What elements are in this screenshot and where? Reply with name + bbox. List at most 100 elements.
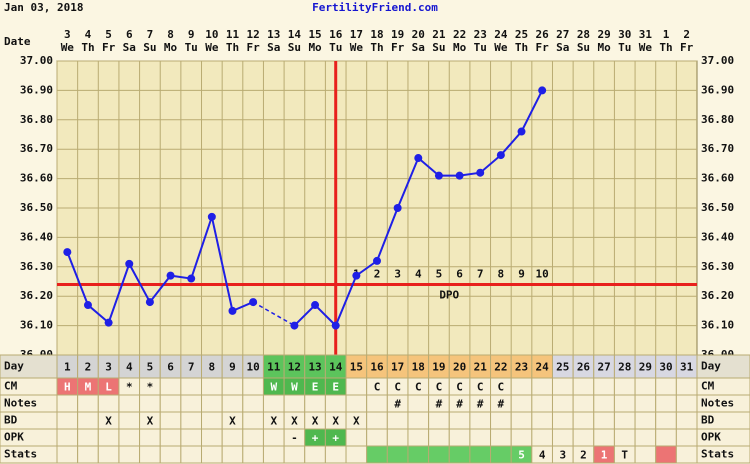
y-tick-label: 36.80 bbox=[20, 113, 53, 126]
weekday: Th bbox=[659, 41, 672, 54]
cell-text: X bbox=[270, 415, 277, 428]
temp-point bbox=[311, 301, 320, 310]
cell bbox=[345, 428, 368, 447]
cell bbox=[634, 445, 657, 464]
weekday: We bbox=[639, 41, 653, 54]
cell bbox=[221, 428, 244, 447]
cell bbox=[490, 445, 512, 464]
weekday: Fr bbox=[247, 41, 261, 54]
cell bbox=[448, 411, 471, 430]
date-number: 19 bbox=[391, 28, 404, 41]
y-tick-label-right: 36.20 bbox=[701, 289, 734, 302]
y-tick-label: 36.30 bbox=[20, 260, 53, 273]
cell bbox=[139, 445, 161, 464]
cell bbox=[634, 428, 657, 447]
row-label-right: CM bbox=[701, 380, 715, 393]
date-number: 21 bbox=[432, 28, 446, 41]
y-tick-label: 36.50 bbox=[20, 201, 53, 214]
weekday: Th bbox=[81, 41, 94, 54]
date-number: 22 bbox=[453, 28, 466, 41]
cell-text: C bbox=[374, 381, 381, 394]
y-tick-label: 36.40 bbox=[20, 230, 53, 243]
dpo-number: 3 bbox=[394, 267, 401, 280]
temp-point bbox=[393, 204, 402, 212]
cell bbox=[56, 428, 79, 447]
row-label: BD bbox=[4, 414, 18, 427]
cell bbox=[201, 394, 223, 413]
temp-point bbox=[434, 171, 443, 180]
date-label: Date bbox=[4, 35, 31, 48]
cell bbox=[97, 394, 120, 413]
cell bbox=[613, 377, 636, 396]
y-tick-label-right: 36.40 bbox=[701, 230, 734, 243]
chart-date: Jan 03, 2018 bbox=[4, 1, 83, 14]
cell bbox=[366, 411, 388, 430]
cell-text: 24 bbox=[536, 361, 550, 374]
cell bbox=[531, 428, 553, 447]
temp-point bbox=[228, 306, 237, 315]
dpo-number: 8 bbox=[498, 267, 505, 280]
row-label-right: Notes bbox=[701, 397, 734, 410]
date-number: 3 bbox=[64, 28, 71, 41]
weekday: Sa bbox=[556, 41, 569, 54]
cell bbox=[428, 411, 450, 430]
weekday: Th bbox=[226, 41, 239, 54]
weekday: Su bbox=[288, 41, 301, 54]
cell bbox=[675, 411, 698, 430]
cell-text: 4 bbox=[126, 361, 133, 374]
cell bbox=[613, 411, 636, 430]
cell-text: C bbox=[498, 381, 505, 394]
weekday: Tu bbox=[329, 41, 342, 54]
cell-text: T bbox=[621, 449, 628, 462]
temp-point bbox=[83, 301, 92, 310]
y-tick-label-right: 36.50 bbox=[701, 201, 734, 214]
cell bbox=[283, 394, 306, 413]
cell bbox=[448, 428, 471, 447]
cell bbox=[77, 445, 99, 464]
cell-text: 2 bbox=[580, 449, 587, 462]
cell-text: - bbox=[291, 432, 298, 445]
temp-point bbox=[352, 271, 361, 280]
cell bbox=[490, 428, 512, 447]
cell bbox=[366, 394, 388, 413]
weekday: Sa bbox=[412, 41, 425, 54]
weekday: We bbox=[61, 41, 75, 54]
cell bbox=[428, 428, 450, 447]
temp-point bbox=[455, 171, 464, 180]
cell-text: X bbox=[105, 415, 112, 428]
cell bbox=[201, 377, 223, 396]
weekday: We bbox=[205, 41, 219, 54]
temp-point bbox=[496, 151, 505, 160]
cell bbox=[386, 428, 409, 447]
date-number: 24 bbox=[494, 28, 508, 41]
cell bbox=[56, 411, 79, 430]
dpo-number: 2 bbox=[374, 267, 381, 280]
cell bbox=[221, 377, 244, 396]
cell bbox=[593, 428, 615, 447]
cell-text: C bbox=[456, 381, 463, 394]
dpo-number: 10 bbox=[536, 267, 549, 280]
cell-text: # bbox=[456, 398, 463, 411]
row-label-right: Day bbox=[701, 360, 721, 373]
cell bbox=[510, 428, 533, 447]
cell bbox=[551, 377, 574, 396]
y-tick-label-right: 36.10 bbox=[701, 319, 734, 332]
dpo-label: DPO bbox=[439, 288, 459, 301]
row-label: Stats bbox=[4, 448, 37, 461]
cell-text: X bbox=[147, 415, 154, 428]
weekday: Mo bbox=[164, 41, 178, 54]
temp-point bbox=[207, 212, 216, 221]
cell bbox=[304, 394, 326, 413]
cell bbox=[407, 394, 430, 413]
cell bbox=[201, 411, 223, 430]
cell bbox=[345, 377, 368, 396]
temp-point bbox=[104, 318, 113, 327]
temp-point bbox=[538, 86, 547, 95]
cell bbox=[345, 445, 368, 464]
date-number: 10 bbox=[205, 28, 218, 41]
weekday: Tu bbox=[474, 41, 487, 54]
cell-text: E bbox=[312, 381, 319, 394]
cell bbox=[428, 445, 450, 464]
cell bbox=[510, 411, 533, 430]
cell-text: W bbox=[291, 381, 298, 394]
